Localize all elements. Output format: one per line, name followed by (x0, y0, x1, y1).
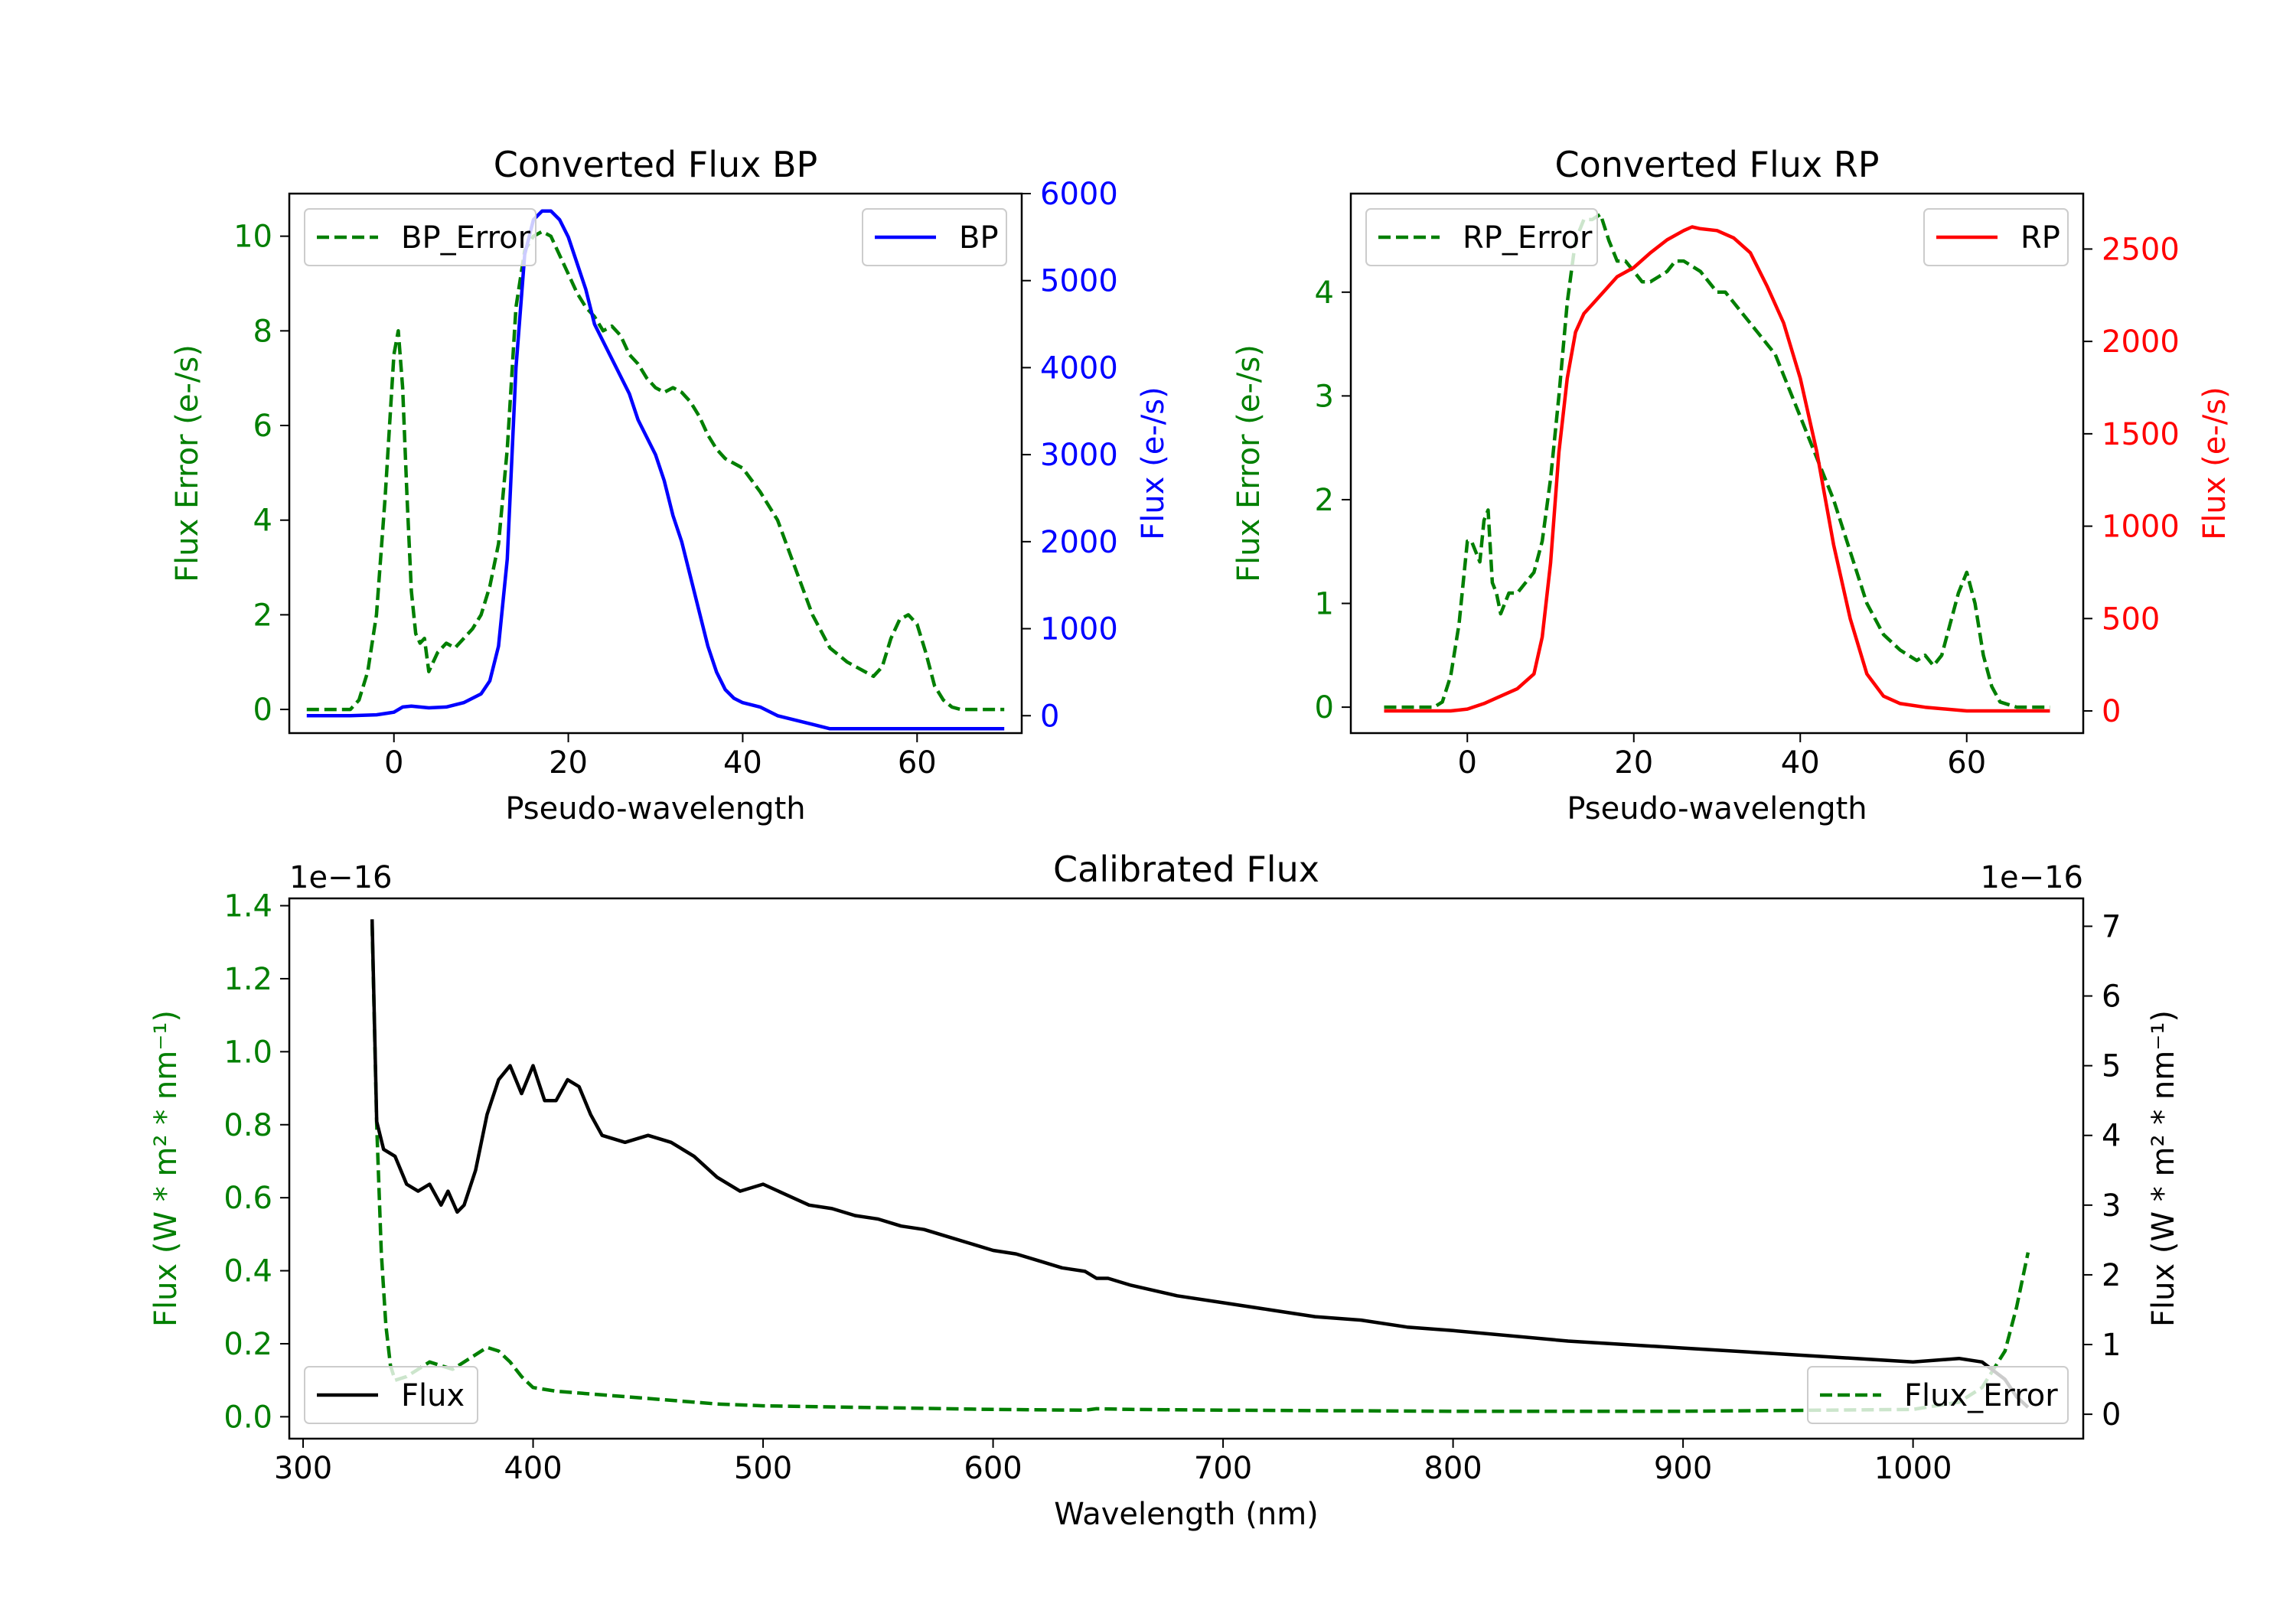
plot-frame (1349, 192, 2085, 735)
x-tick-label: 400 (504, 1451, 562, 1486)
chart-title: Converted Flux RP (1555, 144, 1880, 185)
legend-label: Flux_Error (1904, 1378, 2058, 1413)
y-left-tick-label: 0.8 (223, 1108, 272, 1143)
x-tick-label: 0 (384, 745, 403, 781)
legend-box (304, 1366, 478, 1424)
series-rp-error-line (1384, 212, 2050, 709)
y-left-tick-label: 3 (1315, 379, 1334, 414)
y-left-tick-label: 2 (253, 598, 272, 633)
y-right-axis-label: Flux (W * m² * nm⁻¹) (2146, 1010, 2181, 1327)
x-tick-label: 40 (1781, 745, 1820, 781)
x-tick-label: 800 (1424, 1451, 1482, 1486)
x-tick-label: 40 (723, 745, 762, 781)
y-left-tick-label: 4 (253, 504, 272, 539)
legend-box (1807, 1366, 2069, 1424)
y-right-tick-label: 1 (2102, 1328, 2121, 1363)
x-tick-label: 600 (964, 1451, 1022, 1486)
x-tick-label: 500 (734, 1451, 792, 1486)
y-right-tick-label: 6000 (1040, 177, 1118, 212)
y-right-tick-label: 7 (2102, 909, 2121, 944)
y-left-tick-label: 1.4 (223, 889, 272, 924)
y-right-tick-label: 0 (2102, 1397, 2121, 1433)
y-left-tick-label: 0.6 (223, 1181, 272, 1216)
plot-frame (288, 192, 1023, 735)
y-left-tick-label: 2 (1315, 483, 1334, 518)
y-left-tick-label: 1 (1315, 587, 1334, 622)
y-right-tick-label: 0 (2102, 694, 2121, 729)
y-left-axis-label: Flux Error (e-/s) (1231, 344, 1267, 582)
y-right-tick-label: 2000 (1040, 525, 1118, 560)
y-left-tick-label: 6 (253, 409, 272, 444)
y-left-tick-label: 0.4 (223, 1254, 272, 1289)
y-left-tick-label: 1.2 (223, 962, 272, 997)
series-flux-error-line (370, 924, 2030, 1413)
x-axis-label: Wavelength (nm) (1054, 1497, 1319, 1532)
y-right-tick-label: 500 (2102, 601, 2160, 637)
y-right-tick-label: 0 (1040, 699, 1059, 734)
y-left-tick-label: 8 (253, 314, 272, 349)
series-bp-error-line (306, 230, 1005, 712)
y-right-offset-label: 1e−16 (1981, 860, 2083, 895)
y-right-tick-label: 2500 (2102, 232, 2180, 267)
y-left-tick-label: 4 (1315, 275, 1334, 311)
y-right-tick-label: 2000 (2102, 324, 2180, 360)
y-right-tick-label: 1500 (2102, 417, 2180, 452)
chart-title: Calibrated Flux (1053, 849, 1319, 890)
y-right-tick-label: 6 (2102, 980, 2121, 1015)
chart-bp: 0 20 40 60 0 2 4 6 8 10 0 1000 2000 3000 4000 5000 6000 C… (170, 144, 1171, 826)
legend-flux-error: Flux_Error (1807, 1366, 2069, 1424)
y-right-tick-label: 1000 (2102, 510, 2180, 545)
x-tick-label: 700 (1194, 1451, 1252, 1486)
y-left-offset-label: 1e−16 (289, 860, 392, 895)
y-right-tick-label: 4 (2102, 1119, 2121, 1154)
y-right-tick-label: 3000 (1040, 438, 1118, 473)
legend-bp: BP (862, 208, 1007, 266)
x-tick-label: 20 (549, 745, 588, 781)
x-axis-label: Pseudo-wavelength (505, 791, 805, 826)
y-right-tick-label: 2 (2102, 1258, 2121, 1293)
chart-title: Converted Flux BP (494, 144, 818, 185)
y-left-tick-label: 0 (1315, 690, 1334, 725)
legend-rp: RP (1923, 208, 2069, 266)
y-left-axis-label: Flux Error (e-/s) (170, 344, 205, 582)
x-tick-label: 60 (898, 745, 937, 781)
y-right-axis-label: Flux (e-/s) (2197, 386, 2232, 539)
series-flux-line (370, 919, 2030, 1409)
legend-label: BP (959, 220, 999, 256)
y-left-tick-label: 1.0 (223, 1035, 272, 1070)
chart-rp: 0 20 40 600123405001000150020002500Converte… (1231, 144, 2232, 826)
legend-box (304, 208, 536, 266)
legend-label: RP (2020, 220, 2060, 256)
y-right-tick-label: 1000 (1040, 612, 1118, 647)
y-left-tick-label: 0.0 (223, 1400, 272, 1435)
chart-calibrated: 300 400 500 600 700 800 900 1000 0.0 0.2 0.4 0.6 0.8… (148, 849, 2181, 1532)
y-right-tick-label: 4000 (1040, 350, 1118, 386)
y-left-tick-label: 0 (253, 693, 272, 728)
legend-rp-error: RP_Error (1365, 208, 1598, 266)
y-right-tick-label: 3 (2102, 1188, 2121, 1224)
y-left-tick-label: 0.2 (223, 1327, 272, 1362)
x-tick-label: 20 (1614, 745, 1653, 781)
y-right-tick-label: 5000 (1040, 264, 1118, 299)
y-left-tick-label: 10 (233, 220, 272, 255)
legend-flux: Flux (304, 1366, 478, 1424)
legend-box (1365, 208, 1598, 266)
y-right-tick-label: 5 (2102, 1049, 2121, 1084)
legend-label: BP_Error (401, 220, 531, 256)
y-left-axis-label: Flux (W * m² * nm⁻¹) (148, 1010, 184, 1327)
legend-bp-error: BP_Error (304, 208, 536, 266)
legend-label: Flux (401, 1378, 465, 1413)
x-tick-label: 300 (274, 1451, 332, 1486)
series-bp-line (306, 209, 1005, 731)
legend-label: RP_Error (1463, 220, 1593, 256)
x-axis-label: Pseudo-wavelength (1567, 791, 1867, 826)
x-tick-label: 900 (1654, 1451, 1712, 1486)
plot-frame (288, 897, 2085, 1440)
y-right-axis-label: Flux (e-/s) (1136, 386, 1171, 539)
series-rp-line (1384, 225, 2050, 713)
x-tick-label: 60 (1947, 745, 1986, 781)
x-tick-label: 0 (1458, 745, 1477, 781)
x-tick-label: 1000 (1874, 1451, 1952, 1486)
